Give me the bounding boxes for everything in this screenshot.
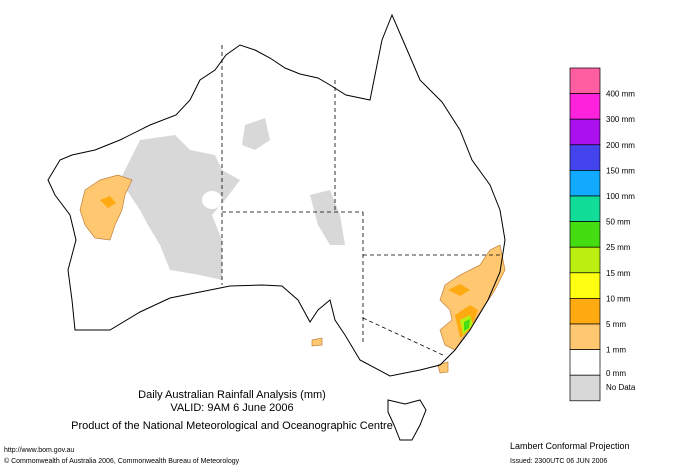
legend: 400 mm 300 mm 200 mm 150 mm 100 mm 50 mm 25 mm…	[569, 67, 636, 402]
legend-swatch	[569, 170, 601, 197]
rain-25mm	[464, 319, 470, 331]
legend-swatch	[569, 195, 601, 222]
legend-swatch	[569, 298, 601, 325]
legend-label: 300 mm	[606, 115, 635, 124]
legend-label: 200 mm	[606, 141, 635, 150]
legend-swatch	[569, 374, 601, 402]
legend-label: 50 mm	[606, 218, 631, 227]
product-note: Product of the National Meteorological a…	[71, 420, 393, 432]
legend-label: 100 mm	[606, 192, 635, 201]
legend-label: 400 mm	[606, 90, 635, 99]
legend-label: 0 mm	[606, 369, 626, 378]
map	[47, 13, 506, 441]
legend-swatch	[569, 246, 601, 274]
legend-label: 5 mm	[606, 320, 626, 329]
legend-swatch	[569, 118, 601, 146]
tasmania	[387, 399, 427, 441]
legend-swatch	[569, 221, 601, 248]
projection: Lambert Conformal Projection	[510, 441, 630, 451]
legend-swatch	[569, 349, 601, 376]
issued: Issued: 2300UTC 06 JUN 2006	[510, 458, 607, 465]
state-borders	[221, 45, 500, 357]
gap	[202, 191, 222, 209]
legend-swatch	[569, 93, 601, 120]
legend-label: 10 mm	[606, 294, 631, 303]
legend-label: No Data	[606, 383, 636, 392]
legend-swatch	[569, 272, 601, 299]
url: http://www.bom.gov.au	[4, 447, 74, 454]
legend-swatch	[569, 323, 601, 350]
copyright: © Commonwealth of Australia 2006, Common…	[4, 457, 240, 465]
legend-label: 150 mm	[606, 166, 635, 175]
gray-no-data	[120, 118, 345, 280]
legend-label: 15 mm	[606, 269, 631, 278]
legend-label: 25 mm	[606, 243, 631, 252]
legend-swatch	[569, 144, 601, 171]
map-title: Daily Australian Rainfall Analysis (mm)	[138, 389, 326, 401]
coastline	[47, 13, 506, 377]
legend-label: 1 mm	[606, 346, 626, 355]
legend-swatch	[569, 67, 601, 94]
valid-time: VALID: 9AM 6 June 2006	[170, 402, 293, 414]
